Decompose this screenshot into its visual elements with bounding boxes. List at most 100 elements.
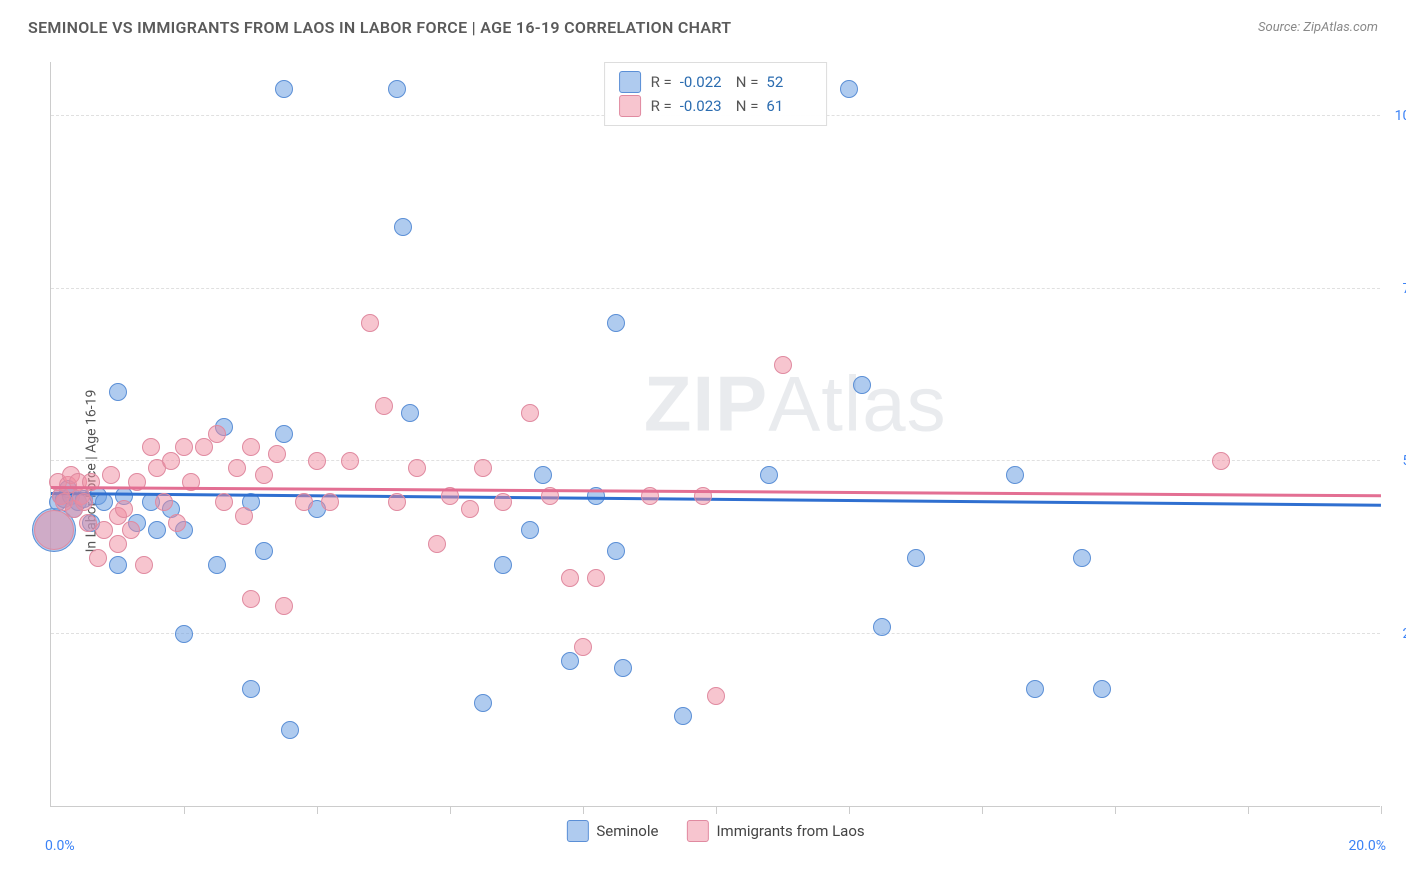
data-point-laos	[79, 514, 97, 532]
data-point-laos	[109, 535, 127, 553]
data-point-laos	[461, 500, 479, 518]
data-point-laos	[228, 459, 246, 477]
data-point-seminole	[907, 549, 925, 567]
plot-area: ZIPAtlas R = -0.022 N = 52 R = -0.023 N …	[50, 62, 1380, 807]
data-point-laos	[235, 507, 253, 525]
data-point-laos	[707, 687, 725, 705]
n-label: N =	[736, 73, 759, 91]
data-point-seminole	[521, 521, 539, 539]
x-tick	[1248, 806, 1249, 814]
data-point-laos	[115, 500, 133, 518]
data-point-laos	[587, 569, 605, 587]
x-tick	[317, 806, 318, 814]
x-tick	[1381, 806, 1382, 814]
swatch-seminole-icon	[619, 71, 641, 93]
data-point-seminole	[275, 80, 293, 98]
watermark: ZIPAtlas	[644, 359, 947, 450]
data-point-laos	[375, 397, 393, 415]
data-point-seminole	[840, 80, 858, 98]
data-point-laos	[175, 438, 193, 456]
legend-item-laos: Immigrants from Laos	[686, 820, 864, 842]
y-tick-label: 25.0%	[1382, 626, 1406, 642]
legend-row-laos: R = -0.023 N = 61	[619, 95, 813, 117]
source-attribution: Source: ZipAtlas.com	[1258, 20, 1378, 35]
x-tick	[184, 806, 185, 814]
gridline-h	[51, 633, 1380, 634]
r-label: R =	[651, 73, 672, 91]
data-point-laos	[275, 597, 293, 615]
data-point-seminole	[474, 694, 492, 712]
data-point-laos	[494, 493, 512, 511]
legend-label-seminole: Seminole	[596, 822, 658, 840]
data-point-seminole	[1093, 680, 1111, 698]
legend-item-seminole: Seminole	[566, 820, 658, 842]
x-tick	[450, 806, 451, 814]
x-tick	[982, 806, 983, 814]
gridline-h	[51, 460, 1380, 461]
data-point-laos	[388, 493, 406, 511]
legend-label-laos: Immigrants from Laos	[716, 822, 864, 840]
data-point-laos	[162, 452, 180, 470]
data-point-laos	[1212, 452, 1230, 470]
data-point-seminole	[175, 625, 193, 643]
n-value-laos: 61	[766, 97, 812, 115]
data-point-seminole	[1073, 549, 1091, 567]
data-point-laos	[774, 356, 792, 374]
x-tick	[1115, 806, 1116, 814]
data-point-seminole	[394, 218, 412, 236]
data-point-laos	[142, 438, 160, 456]
data-point-laos	[242, 590, 260, 608]
r-value-seminole: -0.022	[680, 73, 726, 91]
data-point-laos	[195, 438, 213, 456]
data-point-seminole	[1006, 466, 1024, 484]
data-point-seminole	[242, 680, 260, 698]
data-point-seminole	[614, 659, 632, 677]
data-point-seminole	[388, 80, 406, 98]
data-point-laos	[341, 452, 359, 470]
data-point-laos	[321, 493, 339, 511]
data-point-seminole	[607, 314, 625, 332]
swatch-seminole-icon	[566, 820, 588, 842]
data-point-laos	[135, 556, 153, 574]
data-point-laos	[102, 466, 120, 484]
x-tick	[849, 806, 850, 814]
data-point-laos	[308, 452, 326, 470]
gridline-h	[51, 288, 1380, 289]
legend-row-seminole: R = -0.022 N = 52	[619, 71, 813, 93]
data-point-seminole	[534, 466, 552, 484]
r-label: R =	[651, 97, 672, 115]
data-point-laos	[428, 535, 446, 553]
data-point-seminole	[760, 466, 778, 484]
n-value-seminole: 52	[766, 73, 812, 91]
data-point-laos	[521, 404, 539, 422]
data-point-laos	[208, 425, 226, 443]
data-point-seminole	[109, 383, 127, 401]
data-point-seminole	[853, 376, 871, 394]
data-point-laos	[75, 493, 93, 511]
r-value-laos: -0.023	[680, 97, 726, 115]
data-point-seminole	[873, 618, 891, 636]
data-point-seminole	[401, 404, 419, 422]
x-tick	[583, 806, 584, 814]
chart-title: SEMINOLE VS IMMIGRANTS FROM LAOS IN LABO…	[28, 18, 731, 37]
data-point-laos	[242, 438, 260, 456]
data-point-seminole	[281, 721, 299, 739]
data-point-laos	[168, 514, 186, 532]
data-point-laos	[361, 314, 379, 332]
data-point-seminole	[561, 652, 579, 670]
data-point-laos	[408, 459, 426, 477]
x-tick-min: 0.0%	[45, 838, 75, 854]
x-tick	[716, 806, 717, 814]
data-point-laos	[215, 493, 233, 511]
data-point-laos	[34, 510, 74, 550]
data-point-laos	[295, 493, 313, 511]
chart-container: In Labor Force | Age 16-19 ZIPAtlas R = …	[0, 50, 1406, 892]
data-point-seminole	[607, 542, 625, 560]
x-tick-max: 20.0%	[1348, 838, 1386, 854]
series-legend: Seminole Immigrants from Laos	[566, 820, 864, 842]
data-point-laos	[561, 569, 579, 587]
y-tick-label: 100.0%	[1382, 108, 1406, 124]
n-label: N =	[736, 97, 759, 115]
data-point-seminole	[148, 521, 166, 539]
data-point-laos	[122, 521, 140, 539]
